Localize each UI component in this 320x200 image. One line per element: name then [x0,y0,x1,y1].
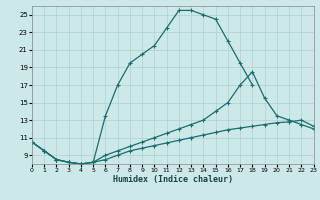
X-axis label: Humidex (Indice chaleur): Humidex (Indice chaleur) [113,175,233,184]
